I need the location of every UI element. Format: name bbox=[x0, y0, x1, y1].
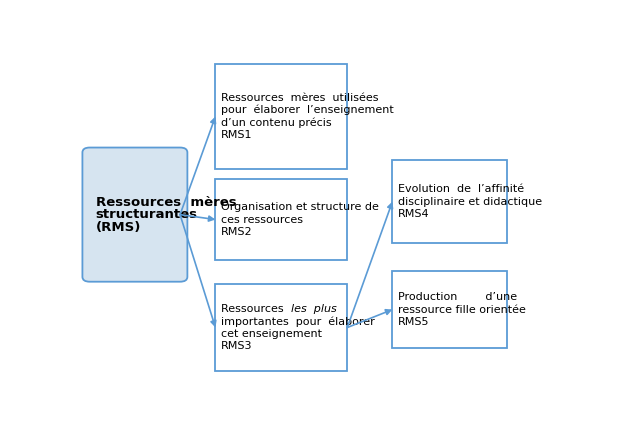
Text: Ressources  mères: Ressources mères bbox=[96, 196, 236, 209]
Text: ressource fille orientée: ressource fille orientée bbox=[398, 305, 526, 314]
FancyBboxPatch shape bbox=[83, 147, 187, 282]
Text: d’un contenu précis: d’un contenu précis bbox=[221, 117, 332, 128]
Text: importantes  pour  élaborer: importantes pour élaborer bbox=[221, 316, 375, 326]
Text: disciplinaire et didactique: disciplinaire et didactique bbox=[398, 196, 542, 207]
FancyBboxPatch shape bbox=[215, 64, 347, 169]
Text: cet enseignement: cet enseignement bbox=[221, 329, 323, 339]
Text: ces ressources: ces ressources bbox=[221, 215, 303, 224]
Text: Evolution  de  l’affinité: Evolution de l’affinité bbox=[398, 184, 524, 194]
FancyBboxPatch shape bbox=[392, 160, 507, 243]
FancyBboxPatch shape bbox=[215, 178, 347, 261]
Text: structurantes: structurantes bbox=[96, 208, 198, 221]
FancyBboxPatch shape bbox=[392, 271, 507, 348]
FancyBboxPatch shape bbox=[215, 284, 347, 371]
Text: pour  élaborer  l’enseignement: pour élaborer l’enseignement bbox=[221, 105, 394, 116]
Text: RMS3: RMS3 bbox=[221, 341, 253, 351]
Text: Ressources  mères  utilisées: Ressources mères utilisées bbox=[221, 93, 379, 103]
Text: les  plus: les plus bbox=[291, 304, 336, 314]
Text: RMS5: RMS5 bbox=[398, 317, 430, 327]
Text: RMS2: RMS2 bbox=[221, 227, 253, 237]
Text: Organisation et structure de: Organisation et structure de bbox=[221, 202, 379, 212]
Text: Production        d’une: Production d’une bbox=[398, 292, 517, 302]
Text: (RMS): (RMS) bbox=[96, 221, 141, 234]
Text: Ressources: Ressources bbox=[221, 304, 291, 314]
Text: RMS4: RMS4 bbox=[398, 209, 430, 219]
Text: RMS1: RMS1 bbox=[221, 130, 253, 140]
